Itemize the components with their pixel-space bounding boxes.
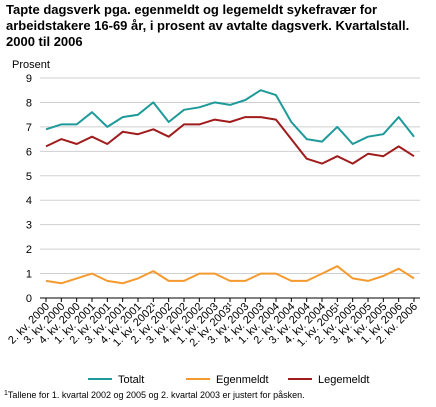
legend-label: Egenmeldt: [216, 374, 269, 386]
axes: [40, 297, 420, 302]
series-line-totalt: [45, 89, 415, 145]
footnote-text: Tallene for 1. kvartal 2002 og 2005 og 2…: [7, 390, 305, 400]
chart-title-line-1: Tapte dagsverk pga. egenmeldt og legemel…: [6, 2, 378, 17]
y-tick-label: 9: [26, 73, 32, 85]
grid-lines: [40, 77, 420, 275]
series-line-egenmeldt: [45, 265, 415, 285]
footnote: 1Tallene for 1. kvartal 2002 og 2005 og …: [4, 388, 432, 401]
y-tick-label: 8: [26, 97, 32, 109]
series-lines: [45, 89, 415, 285]
y-tick-label: 3: [26, 220, 32, 232]
y-tick-label: 2: [26, 244, 32, 256]
legend: Totalt Egenmeldt Legemeldt: [88, 374, 369, 386]
y-tick-label: 7: [26, 122, 32, 134]
legend-label: Legemeldt: [318, 374, 369, 386]
y-tick-label: 6: [26, 146, 32, 158]
legend-label: Totalt: [118, 374, 144, 386]
footnote-mark: 1: [4, 390, 8, 397]
chart-title-line-3: 2000 til 2006: [6, 34, 83, 49]
y-tick-label: 1: [26, 269, 32, 281]
y-tick-labels: 0 1 2 3 4 5 6 7 8 9: [26, 73, 32, 305]
chart-title-line-2: arbeidstakere 16-69 år, i prosent av avt…: [6, 18, 410, 33]
chart-title: Tapte dagsverk pga. egenmeldt og legemel…: [6, 2, 432, 50]
y-axis-label: Prosent: [12, 59, 50, 71]
y-tick-label: 4: [26, 195, 32, 207]
y-tick-label: 5: [26, 171, 32, 183]
y-tick-label: 0: [26, 293, 32, 305]
